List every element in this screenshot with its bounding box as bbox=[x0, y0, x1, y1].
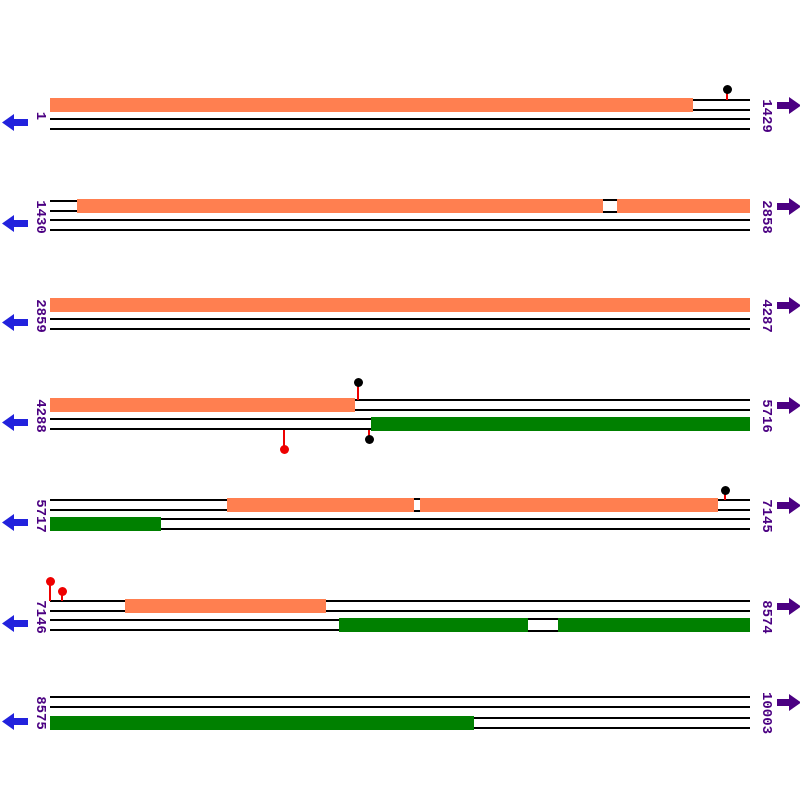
marker-dot bbox=[45, 576, 55, 586]
row-start-label: 7146 bbox=[32, 600, 48, 634]
right-strand-arrow-icon bbox=[777, 96, 800, 114]
right-strand-arrow-icon bbox=[777, 197, 800, 215]
marker-dot bbox=[353, 377, 363, 387]
marker-dot bbox=[722, 84, 732, 94]
marker-stem bbox=[61, 591, 63, 601]
forward-gene-bar bbox=[50, 398, 355, 412]
forward-strand-band bbox=[50, 600, 750, 612]
row-start-label: 2859 bbox=[32, 299, 48, 333]
reverse-gene-bar bbox=[50, 716, 474, 730]
row-start-label: 1 bbox=[32, 111, 48, 121]
row-start-label: 5717 bbox=[32, 499, 48, 533]
marker-stem bbox=[283, 430, 285, 449]
marker-dot bbox=[57, 586, 67, 596]
left-strand-arrow-icon bbox=[2, 214, 28, 232]
left-strand-arrow-icon bbox=[2, 113, 28, 131]
left-strand-arrow-icon bbox=[2, 413, 28, 431]
marker-stem bbox=[357, 382, 359, 400]
left-strand-arrow-icon bbox=[2, 513, 28, 531]
row-end-label: 2858 bbox=[758, 200, 774, 234]
forward-strand-band bbox=[50, 696, 750, 708]
right-strand-arrow-icon bbox=[777, 396, 800, 414]
reverse-gene-bar bbox=[371, 417, 750, 431]
forward-gene-bar bbox=[50, 98, 693, 112]
gene-gap bbox=[603, 199, 617, 213]
row-end-label: 4287 bbox=[758, 299, 774, 333]
row-end-label: 5716 bbox=[758, 399, 774, 433]
row-end-label: 7145 bbox=[758, 499, 774, 533]
row-end-label: 8574 bbox=[758, 600, 774, 634]
forward-strand-band bbox=[50, 399, 750, 411]
forward-gene-bar bbox=[50, 298, 750, 312]
reverse-strand-band bbox=[50, 219, 750, 231]
right-strand-arrow-icon bbox=[777, 693, 800, 711]
left-strand-arrow-icon bbox=[2, 712, 28, 730]
marker-dot bbox=[279, 444, 289, 454]
left-strand-arrow-icon bbox=[2, 614, 28, 632]
gene-gap bbox=[528, 618, 558, 632]
reverse-strand-band bbox=[50, 318, 750, 330]
marker-dot bbox=[364, 434, 374, 444]
reverse-strand-band bbox=[50, 518, 750, 530]
gene-gap bbox=[414, 498, 420, 512]
forward-gene-bar bbox=[77, 199, 750, 213]
right-strand-arrow-icon bbox=[777, 296, 800, 314]
row-end-label: 1429 bbox=[758, 99, 774, 133]
row-start-label: 1430 bbox=[32, 200, 48, 234]
left-strand-arrow-icon bbox=[2, 313, 28, 331]
marker-dot bbox=[720, 485, 730, 495]
marker-stem bbox=[724, 490, 726, 500]
right-strand-arrow-icon bbox=[777, 597, 800, 615]
marker-stem bbox=[726, 89, 728, 100]
forward-gene-bar bbox=[227, 498, 718, 512]
row-end-label: 10003 bbox=[758, 691, 774, 735]
reverse-strand-band bbox=[50, 118, 750, 130]
right-strand-arrow-icon bbox=[777, 496, 800, 514]
row-start-label: 4288 bbox=[32, 399, 48, 433]
row-start-label: 8575 bbox=[32, 696, 48, 730]
reverse-gene-bar bbox=[50, 517, 161, 531]
forward-gene-bar bbox=[125, 599, 326, 613]
marker-stem bbox=[49, 581, 51, 601]
